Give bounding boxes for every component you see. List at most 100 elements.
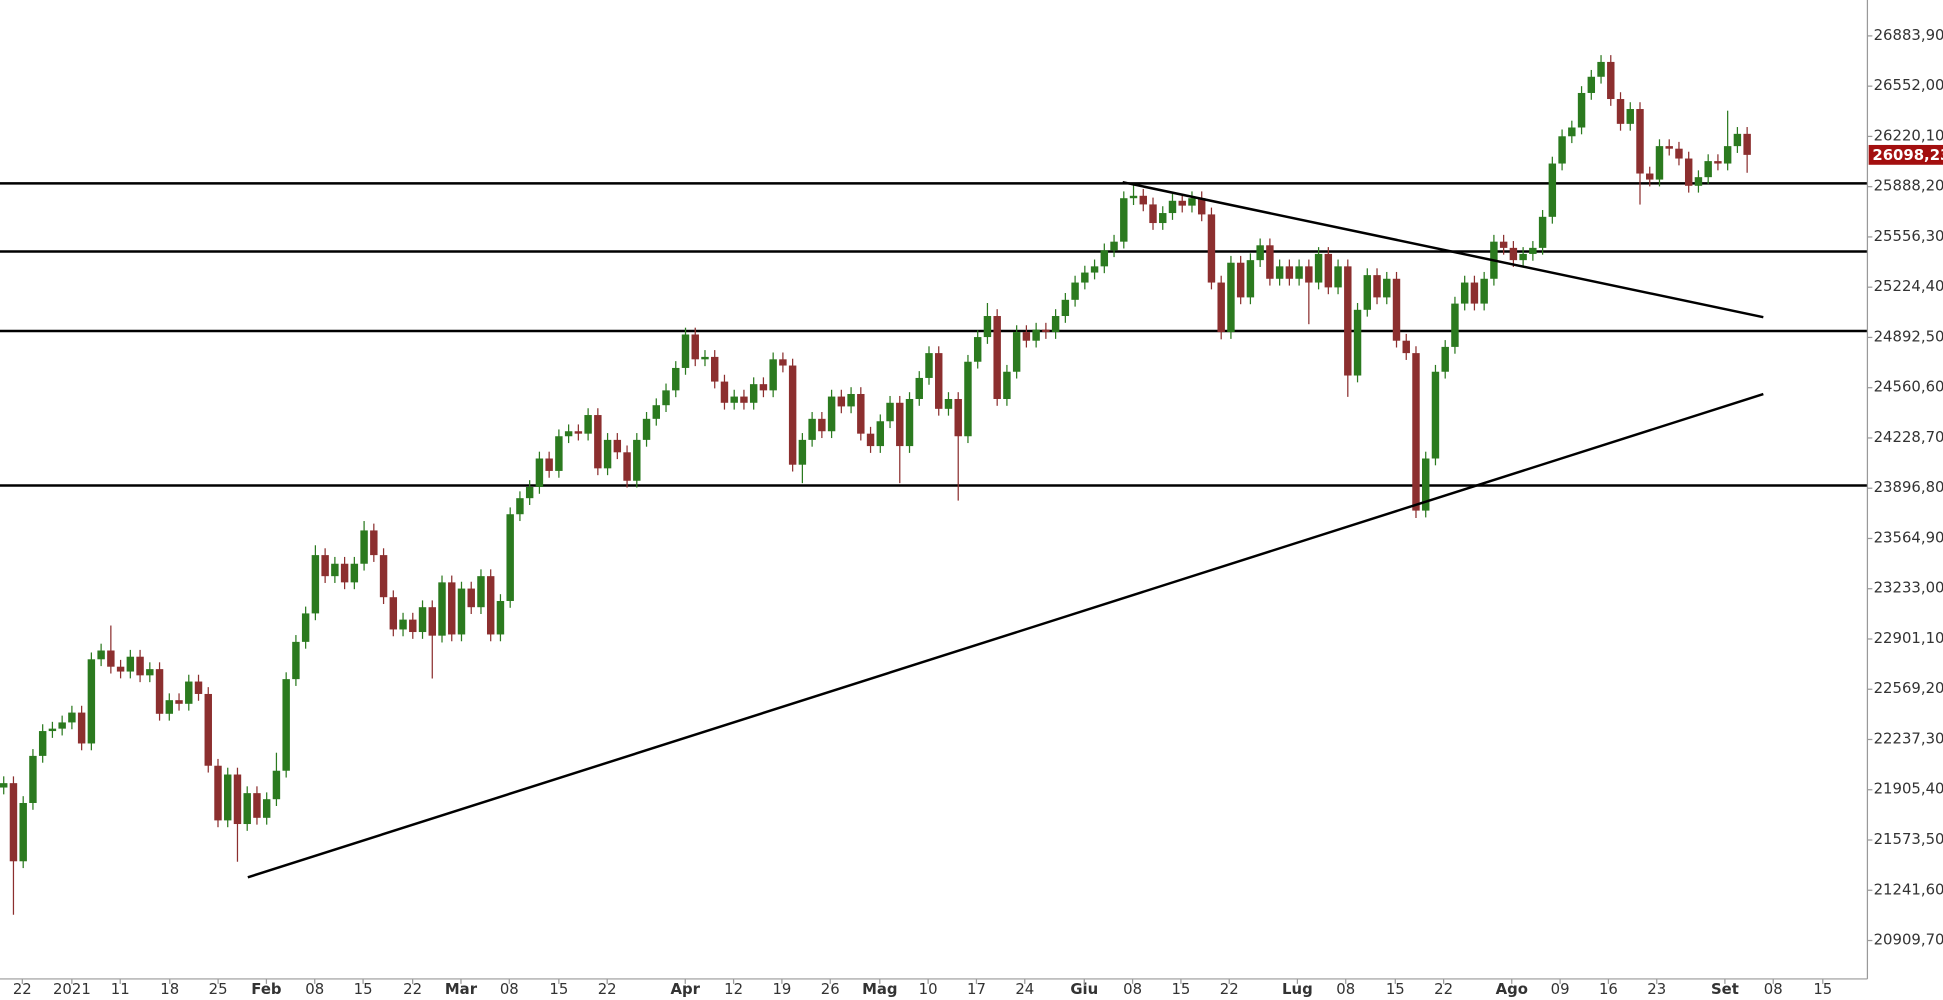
candle-body	[155, 669, 164, 714]
x-tick-label: 22	[1434, 980, 1453, 998]
trend-line	[1122, 180, 1764, 319]
candle-body	[146, 669, 154, 676]
candle-body	[311, 555, 320, 614]
y-tick-label: 25224,40	[1874, 277, 1943, 295]
candle-body	[185, 681, 193, 704]
candle-body	[1042, 329, 1050, 333]
candle-body	[1626, 109, 1634, 124]
candle-body	[681, 334, 690, 368]
candle-body	[107, 650, 115, 667]
candle-body	[788, 365, 797, 465]
candle-body	[1129, 195, 1138, 199]
candle-body	[564, 431, 573, 437]
candle-body	[370, 530, 378, 556]
candle-body	[1159, 213, 1167, 224]
candle-body	[1168, 200, 1177, 214]
candle-body	[613, 439, 622, 453]
y-tick-label: 26552,00	[1874, 76, 1943, 94]
candle-body	[243, 793, 251, 825]
candle-body	[1616, 99, 1625, 124]
candle-body	[87, 659, 96, 744]
candle-body	[1051, 316, 1060, 333]
candle-body	[9, 783, 18, 862]
y-tick-label: 20909,70	[1874, 931, 1943, 949]
candle-body	[0, 783, 8, 788]
candle-body	[506, 514, 514, 601]
candle-body	[1217, 282, 1225, 333]
candle-body	[759, 384, 768, 391]
candle-body	[253, 793, 261, 818]
candle-body	[389, 597, 398, 630]
candle-body	[428, 607, 436, 636]
candle-body	[48, 728, 57, 732]
candle-body	[720, 381, 729, 403]
candle-body	[876, 421, 885, 447]
y-tick-label: 25556,30	[1874, 227, 1943, 245]
x-tick-label: 12	[724, 980, 743, 998]
candle-body	[233, 774, 242, 825]
candle-body	[925, 353, 933, 378]
candle-body	[175, 700, 183, 704]
candle-body	[847, 393, 855, 407]
candle-body	[1646, 173, 1654, 180]
candle-body	[136, 656, 144, 676]
x-tick-label: Feb	[251, 980, 281, 998]
x-tick-label: 22	[1220, 980, 1239, 998]
candle-body	[457, 588, 466, 635]
x-tick-label: 15	[1813, 980, 1832, 998]
candle-body	[1353, 309, 1362, 376]
candle-body	[116, 666, 125, 672]
candle-body	[633, 439, 641, 481]
y-tick-label: 22237,30	[1874, 729, 1943, 747]
y-tick-label: 26883,90	[1874, 26, 1943, 44]
x-tick-label: Apr	[671, 980, 701, 998]
candle-body	[935, 353, 943, 409]
candle-body	[545, 458, 553, 471]
candle-body	[38, 731, 47, 756]
x-tick-label: 22	[13, 980, 32, 998]
candle-body	[1675, 148, 1683, 159]
candle-body	[1723, 146, 1732, 164]
candle-body	[973, 337, 982, 362]
candle-body	[1071, 282, 1079, 300]
candle-body	[448, 582, 456, 635]
x-tick-label: 08	[1764, 980, 1783, 998]
x-tick-label: 22	[403, 980, 422, 998]
candle-body	[1480, 278, 1488, 304]
candle-body	[1314, 253, 1323, 283]
candle-body	[1460, 282, 1469, 304]
candle-body	[1684, 158, 1693, 186]
candle-body	[779, 359, 787, 366]
candle-body	[126, 656, 135, 672]
candle-body	[662, 390, 670, 406]
x-tick-label: 22	[598, 980, 617, 998]
candle-body	[1412, 353, 1420, 511]
x-tick-label: 09	[1551, 980, 1570, 998]
x-tick-label: 17	[967, 980, 986, 998]
candle-body	[1383, 278, 1391, 298]
candle-body	[1441, 346, 1449, 372]
candle-body	[535, 458, 544, 487]
candle-body	[1275, 266, 1284, 279]
x-tick-label: Set	[1711, 980, 1739, 998]
x-tick-label: 10	[919, 980, 938, 998]
candle-body	[1587, 76, 1596, 93]
candle-body	[740, 396, 748, 403]
candle-body	[623, 452, 631, 481]
candle-body	[97, 650, 105, 660]
candle-body	[1032, 329, 1040, 341]
candle-body	[350, 563, 359, 583]
x-tick-label: 08	[305, 980, 324, 998]
candle-body	[1100, 250, 1109, 267]
candle-body	[1538, 216, 1547, 248]
candle-body	[837, 396, 846, 407]
candle-body	[1120, 198, 1128, 242]
candle-body	[1139, 195, 1147, 205]
candle-body	[652, 405, 661, 419]
last-price-box	[1868, 144, 1943, 165]
y-tick-label: 24892,50	[1874, 327, 1943, 345]
y-tick-label: 22569,20	[1874, 679, 1943, 697]
x-tick-label: 11	[111, 980, 130, 998]
